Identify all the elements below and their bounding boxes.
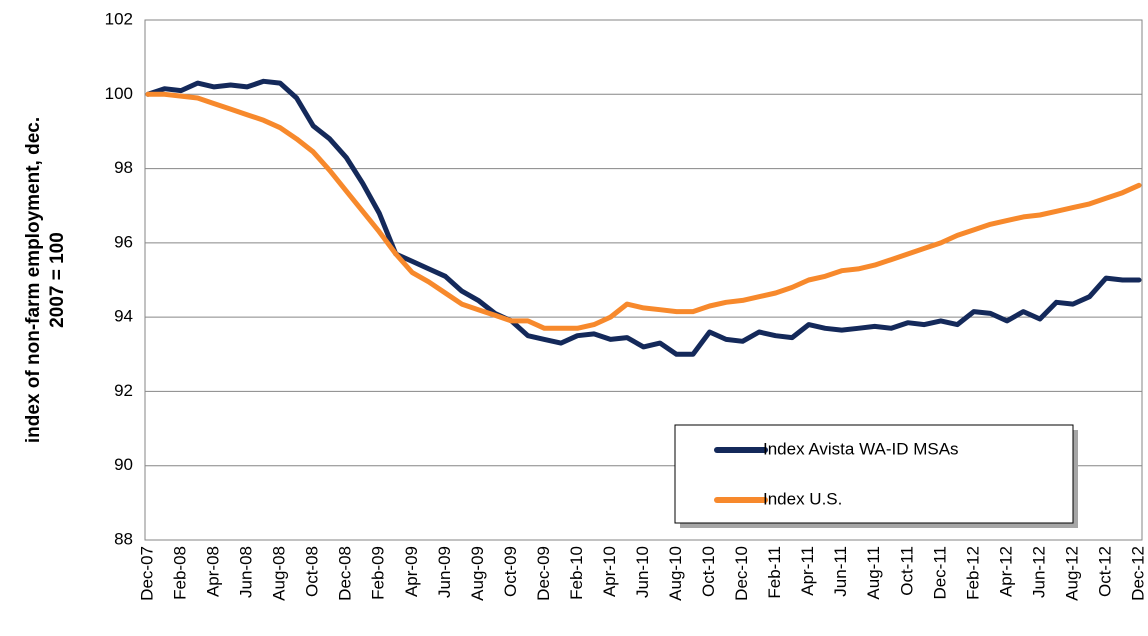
y-tick-label: 92 [114,381,133,400]
x-tick-label: Jun-08 [237,546,256,598]
legend-label: Index U.S. [763,489,842,508]
x-tick-label: Jun-11 [831,546,850,597]
x-tick-label: Feb-12 [963,546,982,600]
y-axis-title: 2007 = 100 [47,232,68,328]
x-tick-label: Oct-10 [699,546,718,597]
x-tick-label: Aug-12 [1062,546,1081,601]
y-axis-title: index of non-farm employment, dec. [23,117,44,443]
legend [674,424,1074,524]
x-tick-label: Aug-08 [270,546,289,601]
x-tick-label: Aug-10 [666,546,685,601]
x-tick-label: Jun-09 [435,546,454,598]
x-tick-label: Dec-08 [336,546,355,601]
x-tick-label: Apr-09 [402,546,421,597]
y-tick-label: 96 [114,232,133,251]
y-tick-label: 94 [114,307,133,326]
x-tick-label: Dec-10 [732,546,751,601]
x-tick-label: Apr-12 [996,546,1015,597]
x-tick-label: Dec-07 [137,546,156,601]
y-tick-label: 90 [114,455,133,474]
x-tick-label: Dec-12 [1128,546,1147,601]
x-tick-label: Oct-08 [303,546,322,597]
x-tick-label: Oct-12 [1095,546,1114,597]
x-tick-label: Oct-11 [897,546,916,596]
x-tick-label: Feb-08 [171,546,190,600]
line-series [145,78,1142,357]
x-tick-label: Feb-11 [765,546,784,599]
x-tick-label: Jun-10 [633,546,652,598]
y-tick-label: 100 [105,84,133,103]
x-tick-label: Apr-11 [798,546,817,596]
x-tick-label: Feb-10 [567,546,586,600]
x-tick-label: Aug-09 [468,546,487,601]
x-tick-label: Oct-09 [501,546,520,597]
y-tick-label: 88 [114,529,133,548]
line-series [145,91,1142,331]
y-tick-label: 98 [114,158,133,177]
x-tick-label: Aug-11 [864,546,883,600]
x-tick-label: Feb-09 [369,546,388,600]
x-tick-label: Apr-08 [204,546,223,597]
x-tick-label: Dec-09 [534,546,553,601]
x-tick-label: Dec-11 [930,546,949,600]
y-tick-label: 102 [105,9,133,28]
x-tick-label: Apr-10 [600,546,619,597]
legend-label: Index Avista WA-ID MSAs [763,439,959,458]
x-tick-label: Jun-12 [1029,546,1048,598]
